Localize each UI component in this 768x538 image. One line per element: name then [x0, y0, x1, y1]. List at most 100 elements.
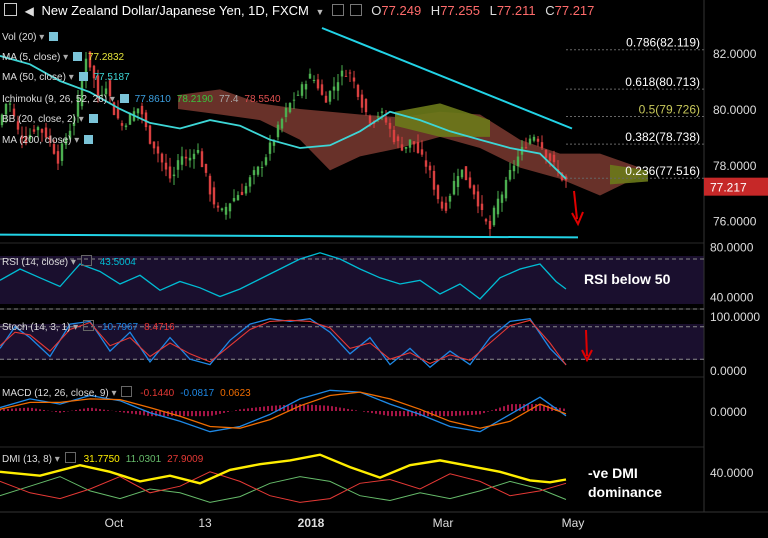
candle — [324, 95, 328, 103]
time-tick-label: 2018 — [298, 516, 325, 530]
candle — [264, 157, 268, 165]
candle — [124, 125, 128, 128]
candle — [304, 84, 308, 90]
close-label: C — [545, 3, 555, 18]
dropdown-icon[interactable]: ▾ — [75, 114, 87, 125]
candle — [236, 195, 240, 201]
stoch-k-line — [0, 318, 567, 369]
settings-icon[interactable] — [332, 4, 345, 16]
indicator-label: MA (5, close) — [2, 52, 61, 63]
candle — [532, 136, 536, 141]
stoch-down-arrow-head — [581, 349, 593, 363]
candle — [428, 165, 432, 171]
close-value: 77.217 — [554, 3, 595, 18]
candle — [364, 99, 368, 113]
symbol-title[interactable]: New Zealand Dollar/Japanese Yen, 1D, FXC… — [41, 3, 309, 18]
candle — [40, 129, 44, 133]
dropdown-icon[interactable]: ▾ — [68, 257, 79, 268]
pane-value: 10.7967 — [101, 322, 139, 333]
dropdown-icon[interactable]: ▾ — [65, 72, 77, 83]
indicator-legend-row[interactable]: MA (5, close) ▾ 77.2832 — [2, 52, 130, 63]
pane-legend-row[interactable]: Stoch (14, 3, 1) ▾ 10.7967 8.4716 — [2, 320, 181, 333]
candle — [336, 82, 340, 91]
pane-settings-icon[interactable] — [82, 320, 94, 331]
pane-settings-icon[interactable] — [121, 386, 133, 397]
candle — [440, 201, 444, 209]
dropdown-icon[interactable]: ▾ — [60, 52, 71, 63]
candle — [248, 177, 252, 187]
candle — [260, 166, 264, 168]
pane-legend-row[interactable]: DMI (13, 8) ▾ 31.7750 11.0301 27.9009 — [2, 452, 209, 465]
pane-label: DMI (13, 8) — [2, 454, 53, 465]
pane-settings-icon[interactable] — [64, 452, 76, 463]
candle — [276, 124, 280, 138]
trendline-resistance[interactable] — [321, 27, 573, 130]
trendline-support[interactable] — [0, 233, 579, 239]
eye-icon[interactable] — [72, 52, 82, 61]
adx-line — [0, 453, 567, 485]
candle — [56, 151, 60, 164]
dropdown-icon[interactable]: ▾ — [36, 32, 48, 43]
eye-icon[interactable] — [349, 4, 362, 16]
dropdown-icon[interactable]: ▾ — [107, 94, 118, 105]
candle — [0, 114, 4, 126]
eye-icon[interactable] — [88, 114, 98, 123]
eye-icon[interactable] — [78, 72, 88, 81]
candle — [332, 86, 336, 91]
collapse-icon[interactable] — [4, 3, 17, 16]
high-label: H — [430, 3, 441, 18]
indicator-legend-row[interactable]: Vol (20) ▾ — [2, 32, 64, 43]
pane-legend-row[interactable]: MACD (12, 26, close, 9) ▾ -0.1440 -0.0817… — [2, 386, 257, 399]
indicator-value: 77.8610 — [134, 94, 171, 105]
indicator-legend-row[interactable]: BB (20, close, 2) ▾ — [2, 114, 104, 125]
candle — [60, 143, 64, 161]
dropdown-icon[interactable]: ▾ — [70, 322, 81, 333]
rsi-tick-label: 80.0000 — [710, 241, 754, 255]
candle — [28, 134, 32, 140]
candle — [76, 97, 80, 117]
indicator-legend-row[interactable]: MA (50, close) ▾ 77.5187 — [2, 72, 136, 83]
candle — [448, 195, 452, 202]
ichimoku-cloud-bullish — [395, 103, 490, 137]
indicator-label: MA (50, close) — [2, 72, 66, 83]
pane-label: RSI (14, close) — [2, 257, 69, 268]
candle — [16, 121, 20, 130]
dropdown-icon[interactable]: ▾ — [108, 388, 120, 399]
eye-icon[interactable] — [49, 32, 59, 41]
minus-di-line — [0, 471, 567, 503]
candle — [432, 170, 436, 190]
fib-level-label: 0.236(77.516) — [625, 164, 700, 178]
pane-value: 11.0301 — [125, 454, 162, 465]
candle — [328, 91, 332, 102]
pane-legend-row[interactable]: RSI (14, close) ▾ 43.5004 — [2, 255, 142, 268]
dmi-tick-label: 40.0000 — [710, 466, 754, 480]
indicator-legend-row[interactable]: MA (200, close) ▾ — [2, 135, 99, 146]
price-tick-label: 82.0000 — [713, 47, 757, 61]
stoch-down-arrow — [585, 329, 588, 357]
dropdown-icon[interactable]: ▾ — [71, 135, 83, 146]
price-tick-label: 78.0000 — [713, 159, 757, 173]
eye-icon[interactable] — [119, 94, 129, 103]
candle — [52, 144, 56, 154]
candle — [416, 141, 420, 153]
candle — [536, 138, 540, 142]
time-tick-label: Mar — [433, 516, 454, 530]
candle — [176, 160, 180, 170]
candle — [516, 156, 520, 167]
dropdown-icon[interactable]: ▾ — [52, 454, 63, 465]
macd-signal-line — [0, 391, 567, 429]
eye-icon[interactable] — [84, 135, 94, 144]
candle — [160, 153, 164, 163]
pane-settings-icon[interactable] — [80, 255, 92, 266]
open-value: 77.249 — [381, 3, 422, 18]
rsi-band — [0, 256, 704, 304]
rsi-line — [0, 252, 567, 300]
candle — [252, 170, 256, 176]
back-icon[interactable]: ◀ — [24, 4, 34, 18]
down-arrow-head — [571, 211, 584, 227]
candle — [504, 179, 508, 199]
indicator-legend-row[interactable]: Ichimoku (9, 26, 52, 26) ▾ 77.8610 78.219… — [2, 94, 287, 105]
symbol-dropdown-icon[interactable]: ▼ — [315, 7, 325, 17]
indicator-label: Ichimoku (9, 26, 52, 26) — [2, 94, 108, 105]
